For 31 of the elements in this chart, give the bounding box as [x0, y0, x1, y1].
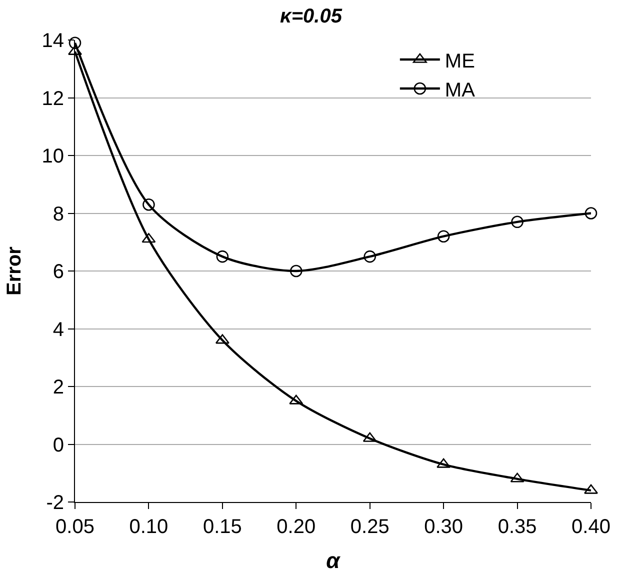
y-tick-label: 4 — [52, 318, 64, 341]
y-tick-label: 0 — [52, 434, 64, 456]
chart-title: κ=0.05 — [280, 6, 343, 28]
point — [437, 230, 450, 242]
y-tick-label: 14 — [42, 30, 64, 52]
x-tick-label: 0.10 — [129, 516, 168, 538]
y-tick-label: -2 — [46, 492, 64, 514]
y-tick-label: 8 — [52, 203, 64, 226]
x-tick-label: 0.35 — [498, 516, 537, 538]
x-tick-label: 0.05 — [56, 516, 94, 538]
point — [584, 484, 598, 494]
point — [290, 264, 302, 278]
x-tick-label: 0.40 — [572, 516, 610, 538]
x-tick-label: 0.30 — [424, 516, 464, 538]
x-axis-title: α — [326, 548, 342, 573]
legend-label: MA — [444, 79, 476, 102]
y-tick-label: 6 — [52, 261, 64, 283]
x-tick-label: 0.20 — [276, 516, 316, 538]
y-tick-label: 10 — [42, 146, 64, 168]
point — [142, 198, 155, 211]
y-tick-label: 2 — [52, 376, 64, 398]
point — [584, 207, 598, 220]
point — [216, 250, 229, 263]
point — [68, 36, 82, 50]
y-tick-label: 12 — [42, 88, 64, 110]
x-tick-label: 0.25 — [350, 516, 390, 538]
point — [511, 216, 524, 228]
point — [364, 250, 376, 263]
y-axis-title: Error — [3, 246, 26, 296]
legend-label: ME — [444, 50, 475, 72]
x-tick-label: 0.15 — [202, 516, 242, 538]
